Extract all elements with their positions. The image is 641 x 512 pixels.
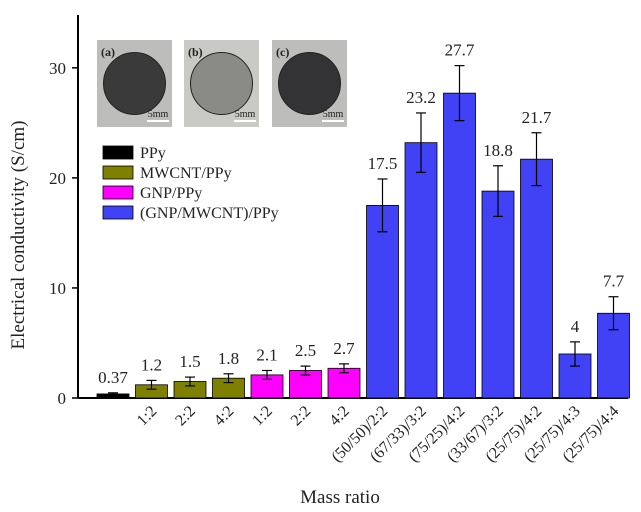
scale-label: 5mm	[148, 109, 169, 120]
x-axis-title: Mass ratio	[300, 487, 380, 508]
scale-label: 5mm	[235, 109, 256, 120]
bar	[482, 191, 514, 398]
y-axis-title: Electrical conductivity (S/cm)	[8, 121, 29, 350]
x-tick-label: 4:2	[211, 403, 237, 429]
value-label: 7.7	[603, 272, 625, 291]
chart: Electrical conductivity (S/cm) Mass rati…	[0, 0, 641, 512]
legend-label: MWCNT/PPy	[140, 165, 232, 182]
y-tick-label: 0	[58, 389, 67, 408]
inset-label: (b)	[188, 45, 203, 59]
legend-swatch	[103, 186, 133, 199]
y-tick-label: 10	[49, 279, 66, 298]
sample-disk	[191, 53, 253, 115]
sample-disk	[104, 53, 166, 115]
bar	[444, 93, 476, 398]
inset-photo: (c) 5mm	[272, 40, 347, 127]
x-tick-label: 4:2	[326, 403, 352, 429]
value-label: 2.7	[333, 339, 355, 358]
inset-label: (a)	[101, 45, 115, 59]
value-label: 1.5	[179, 352, 200, 371]
value-label: 0.37	[98, 368, 128, 387]
value-label: 27.7	[445, 41, 475, 60]
y-tick-label: 20	[49, 169, 66, 188]
x-tick-label: 2:2	[172, 403, 198, 429]
scale-label: 5mm	[323, 109, 344, 120]
legend-swatch	[103, 146, 133, 159]
value-label: 1.8	[218, 349, 239, 368]
value-label: 4	[571, 317, 580, 336]
inset-label: (c)	[276, 45, 289, 59]
bar	[367, 205, 399, 398]
legend-swatch	[103, 206, 133, 219]
bar	[405, 143, 437, 398]
value-label: 18.8	[483, 141, 513, 160]
value-label: 23.2	[406, 88, 436, 107]
sample-disk	[279, 53, 341, 115]
bar	[521, 159, 553, 398]
value-label: 21.7	[522, 108, 552, 127]
inset-photo: (a) 5mm	[97, 40, 172, 127]
value-label: 17.5	[368, 154, 398, 173]
legend-label: (GNP/MWCNT)/PPy	[140, 205, 279, 222]
x-tick-label: 1:2	[249, 403, 275, 429]
y-tick-label: 30	[49, 59, 66, 78]
x-tick-label: 2:2	[288, 403, 314, 429]
legend-swatch	[103, 166, 133, 179]
x-tick-label: 1:2	[134, 403, 160, 429]
value-label: 1.2	[141, 355, 162, 374]
legend-label: PPy	[140, 145, 166, 162]
legend-label: GNP/PPy	[140, 185, 202, 202]
inset-photo: (b) 5mm	[184, 40, 259, 127]
value-label: 2.5	[295, 341, 316, 360]
value-label: 2.1	[256, 345, 277, 364]
